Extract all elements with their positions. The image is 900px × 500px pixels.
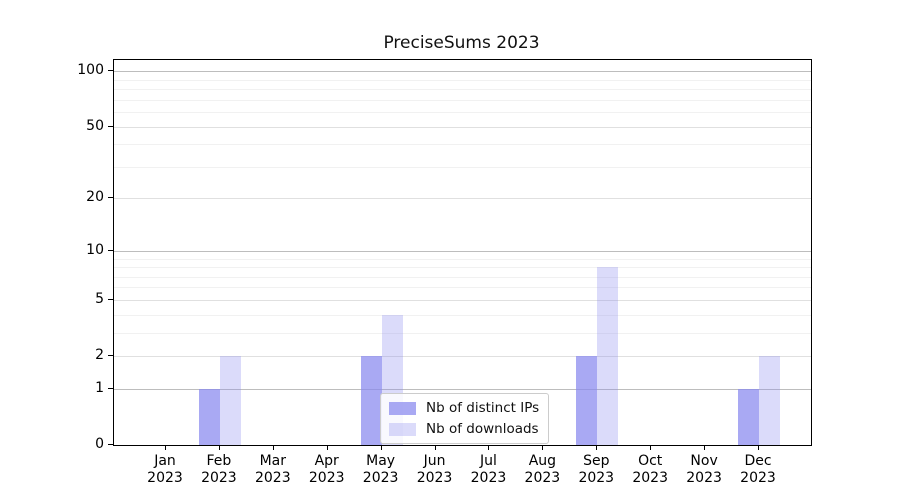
- y-tick-mark: [108, 125, 113, 127]
- bar-downloads: [759, 356, 780, 445]
- x-tick-mark: [380, 445, 382, 450]
- x-tick-mark: [326, 445, 328, 450]
- y-gridline: [114, 356, 811, 358]
- y-tick-label: 1: [95, 379, 104, 396]
- x-tick-label: Nov 2023: [686, 453, 722, 486]
- y-gridline-minor: [114, 314, 811, 316]
- y-tick-mark: [108, 298, 113, 300]
- y-gridline-minor: [114, 258, 811, 260]
- y-gridline-minor: [114, 112, 811, 114]
- y-gridline: [114, 71, 811, 73]
- bar-distinct-ips: [738, 388, 759, 445]
- x-tick-label: Mar 2023: [254, 453, 291, 486]
- legend-label-distinct-ips: Nb of distinct IPs: [426, 400, 540, 416]
- y-tick-mark: [108, 355, 113, 357]
- y-tick-mark: [108, 70, 113, 72]
- legend-item-distinct-ips: Nb of distinct IPs: [389, 400, 539, 416]
- x-tick-mark: [596, 445, 598, 450]
- y-tick-mark: [108, 444, 113, 445]
- x-tick-label: Jul 2023: [470, 453, 507, 486]
- x-tick-mark: [542, 445, 544, 450]
- y-tick-label: 20: [86, 189, 104, 206]
- y-gridline-minor: [114, 99, 811, 101]
- y-gridline-minor: [114, 166, 811, 168]
- bar-distinct-ips: [576, 356, 598, 445]
- y-gridline-minor: [114, 287, 811, 289]
- x-tick-mark: [704, 445, 706, 450]
- y-gridline: [114, 250, 811, 252]
- y-tick-label: 2: [95, 347, 104, 364]
- y-gridline-minor: [114, 89, 811, 91]
- x-tick-label: May 2023: [362, 453, 399, 486]
- y-tick-label: 5: [95, 290, 104, 307]
- y-tick-label: 0: [95, 436, 104, 452]
- bar-distinct-ips: [198, 388, 220, 445]
- x-tick-mark: [434, 445, 436, 450]
- bar-distinct-ips: [360, 356, 382, 445]
- y-gridline: [114, 198, 811, 200]
- y-gridline-minor: [114, 267, 811, 269]
- x-tick-mark: [488, 445, 490, 450]
- x-tick-mark: [218, 445, 220, 450]
- plot-area: Nb of distinct IPs Nb of downloads: [113, 59, 812, 446]
- legend-item-downloads: Nb of downloads: [389, 421, 539, 437]
- bar-downloads: [597, 267, 619, 445]
- x-tick-label: Apr 2023: [308, 453, 345, 486]
- y-gridline-minor: [114, 332, 811, 334]
- legend-swatch-downloads: [389, 422, 416, 436]
- x-tick-mark: [165, 445, 166, 450]
- x-tick-label: Sep 2023: [578, 453, 615, 486]
- legend-swatch-distinct-ips: [389, 401, 416, 415]
- y-gridline-minor: [114, 144, 811, 146]
- y-tick-label: 10: [86, 241, 104, 258]
- bar-downloads: [219, 356, 241, 445]
- legend: Nb of distinct IPs Nb of downloads: [380, 393, 550, 444]
- x-tick-mark: [650, 445, 652, 450]
- x-tick-mark: [758, 445, 759, 450]
- y-tick-label: 50: [86, 117, 104, 134]
- x-tick-mark: [272, 445, 274, 450]
- y-gridline-minor: [114, 79, 811, 81]
- y-tick-mark: [108, 387, 113, 389]
- y-tick-label: 100: [77, 62, 104, 79]
- x-tick-label: Aug 2023: [524, 453, 561, 486]
- y-tick-mark: [108, 197, 113, 199]
- y-gridline: [114, 126, 811, 128]
- x-tick-label: Feb 2023: [201, 453, 237, 486]
- chart-title: PreciseSums 2023: [383, 33, 540, 53]
- x-tick-label: Dec 2023: [740, 453, 776, 486]
- y-gridline-minor: [114, 276, 811, 278]
- legend-label-downloads: Nb of downloads: [426, 421, 539, 437]
- y-tick-mark: [108, 249, 113, 251]
- x-tick-label: Jun 2023: [416, 453, 453, 486]
- y-gridline: [114, 299, 811, 301]
- x-tick-label: Jan 2023: [147, 453, 183, 486]
- y-gridline: [114, 388, 811, 390]
- x-tick-label: Oct 2023: [632, 453, 668, 486]
